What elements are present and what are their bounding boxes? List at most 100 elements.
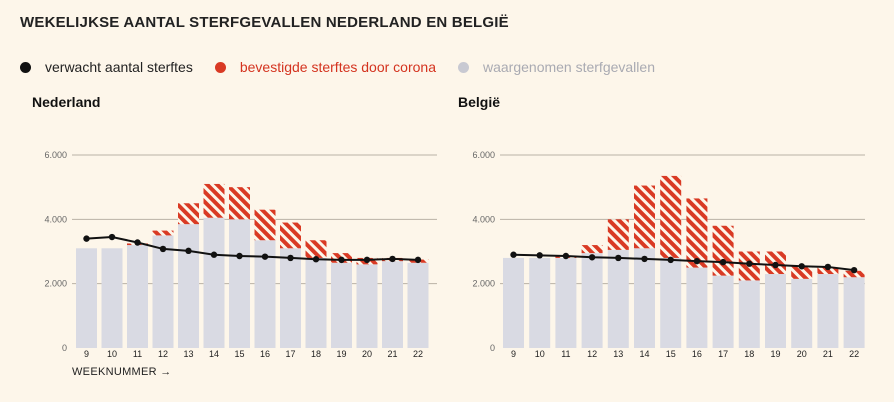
be-bar-observed-15 (660, 257, 682, 348)
be-bar-observed-12 (581, 253, 603, 348)
be-ytick-label: 4.000 (472, 214, 495, 224)
be-expected-point-20 (798, 263, 805, 270)
nl-expected-point-20 (363, 256, 371, 264)
nl-xtick-label: 16 (260, 349, 270, 359)
be-bar-covid-20 (791, 265, 813, 279)
be-xtick-label: 22 (849, 349, 859, 359)
be-expected-point-15 (667, 256, 674, 264)
legend-expected-dot-icon (20, 61, 31, 73)
be-ytick-label: 6.000 (472, 150, 495, 160)
be-expected-point-12 (588, 254, 596, 261)
be-expected-point-17 (719, 258, 727, 266)
legend-item-covid: bevestigde sterftes door corona (214, 59, 436, 75)
nl-expected-point-15 (236, 252, 243, 260)
be-bar-covid-14 (634, 185, 655, 249)
nl-bar-observed-9 (76, 248, 97, 348)
nl-ytick-label: 6.000 (44, 150, 67, 160)
nl-expected-point-22 (414, 256, 422, 264)
nl-bar-observed-19 (331, 262, 352, 348)
be-bar-observed-10 (529, 257, 551, 348)
nl-xtick-label: 20 (362, 349, 372, 359)
nl-bar-observed-15 (229, 219, 250, 348)
panel-title-belgie: België (458, 94, 501, 110)
legend-observed-label: waargenomen sterfgevallen (482, 59, 655, 75)
be-bar-observed-14 (634, 248, 655, 348)
be-xtick-label: 12 (587, 349, 597, 359)
legend-covid-dot-icon (214, 61, 226, 73)
be-expected-point-11 (562, 252, 570, 260)
nl-bar-observed-17 (280, 248, 301, 348)
be-expected-point-9 (510, 251, 517, 258)
be-expected-point-19 (772, 261, 779, 269)
nl-xtick-label: 17 (285, 349, 295, 359)
nl-xtick-label: 12 (158, 349, 168, 359)
legend-item-expected: verwacht aantal sterftes (20, 59, 193, 75)
nl-bar-covid-13 (178, 203, 199, 225)
be-bar-observed-9 (503, 257, 524, 348)
nl-bar-observed-21 (382, 261, 403, 348)
nl-bar-covid-14 (203, 183, 225, 218)
nl-bar-observed-18 (305, 257, 327, 348)
nl-expected-point-17 (287, 254, 294, 262)
legend-expected-label: verwacht aantal sterftes (45, 59, 193, 75)
nl-xtick-label: 21 (387, 349, 397, 359)
be-xtick-label: 15 (666, 349, 676, 359)
legend-item-observed: waargenomen sterfgevallen (457, 59, 655, 75)
be-xtick-label: 16 (692, 349, 702, 359)
be-bar-covid-13 (607, 219, 629, 250)
nl-expected-point-12 (159, 245, 167, 253)
be-bar-observed-21 (817, 274, 839, 348)
be-bar-covid-16 (686, 198, 708, 268)
be-bar-observed-20 (791, 278, 813, 348)
be-xtick-label: 14 (639, 349, 649, 359)
nl-xtick-label: 22 (413, 349, 423, 359)
be-ytick-label: 2.000 (472, 279, 495, 289)
be-bar-observed-13 (607, 249, 629, 348)
nl-bar-observed-20 (356, 264, 378, 348)
nl-xtick-label: 14 (209, 349, 219, 359)
nl-xtick-label: 10 (107, 349, 117, 359)
nl-expected-point-11 (134, 239, 141, 246)
be-xtick-label: 21 (823, 349, 833, 359)
nl-xtick-label: 11 (133, 349, 142, 359)
nl-bar-covid-16 (254, 209, 276, 241)
be-expected-point-18 (746, 260, 753, 267)
be-bar-observed-17 (712, 275, 734, 348)
legend-observed-dot-icon (457, 61, 469, 73)
nl-bar-covid-12 (152, 230, 174, 236)
nl-bar-observed-11 (127, 245, 148, 348)
nl-xtick-label: 13 (183, 349, 193, 359)
chart-title: WEKELIJKSE AANTAL STERFGEVALLEN NEDERLAN… (20, 14, 509, 31)
nl-expected-point-19 (338, 256, 345, 264)
be-bar-covid-21 (817, 267, 839, 275)
be-xtick-label: 17 (718, 349, 728, 359)
be-xtick-label: 11 (561, 349, 570, 359)
be-bar-observed-22 (843, 277, 865, 348)
nl-xtick-label: 9 (84, 349, 89, 359)
panel-title-nederland: Nederland (32, 94, 101, 110)
nl-expected-point-10 (108, 233, 116, 241)
nl-xtick-label: 19 (336, 349, 346, 359)
be-bar-observed-16 (686, 267, 708, 348)
be-xtick-label: 20 (797, 349, 807, 359)
nl-expected-point-14 (210, 251, 218, 258)
nl-xtick-label: 18 (311, 349, 321, 359)
be-expected-point-13 (615, 254, 622, 262)
nl-ytick-label: 2.000 (44, 279, 67, 289)
be-bar-observed-11 (555, 257, 577, 348)
nl-ytick-label: 0 (62, 343, 67, 353)
nl-expected-line (86, 236, 419, 261)
be-bar-covid-15 (660, 175, 682, 258)
nl-bar-observed-12 (152, 235, 174, 348)
nl-expected-point-16 (261, 253, 269, 260)
be-xtick-label: 9 (511, 349, 516, 359)
be-xtick-label: 18 (744, 349, 754, 359)
nl-expected-point-18 (312, 256, 320, 263)
be-ytick-label: 0 (490, 343, 495, 353)
nl-bar-observed-13 (178, 224, 199, 348)
be-bar-observed-18 (738, 280, 760, 348)
nl-expected-point-9 (83, 235, 90, 242)
nl-bar-covid-17 (280, 222, 301, 249)
be-expected-point-10 (536, 252, 543, 259)
